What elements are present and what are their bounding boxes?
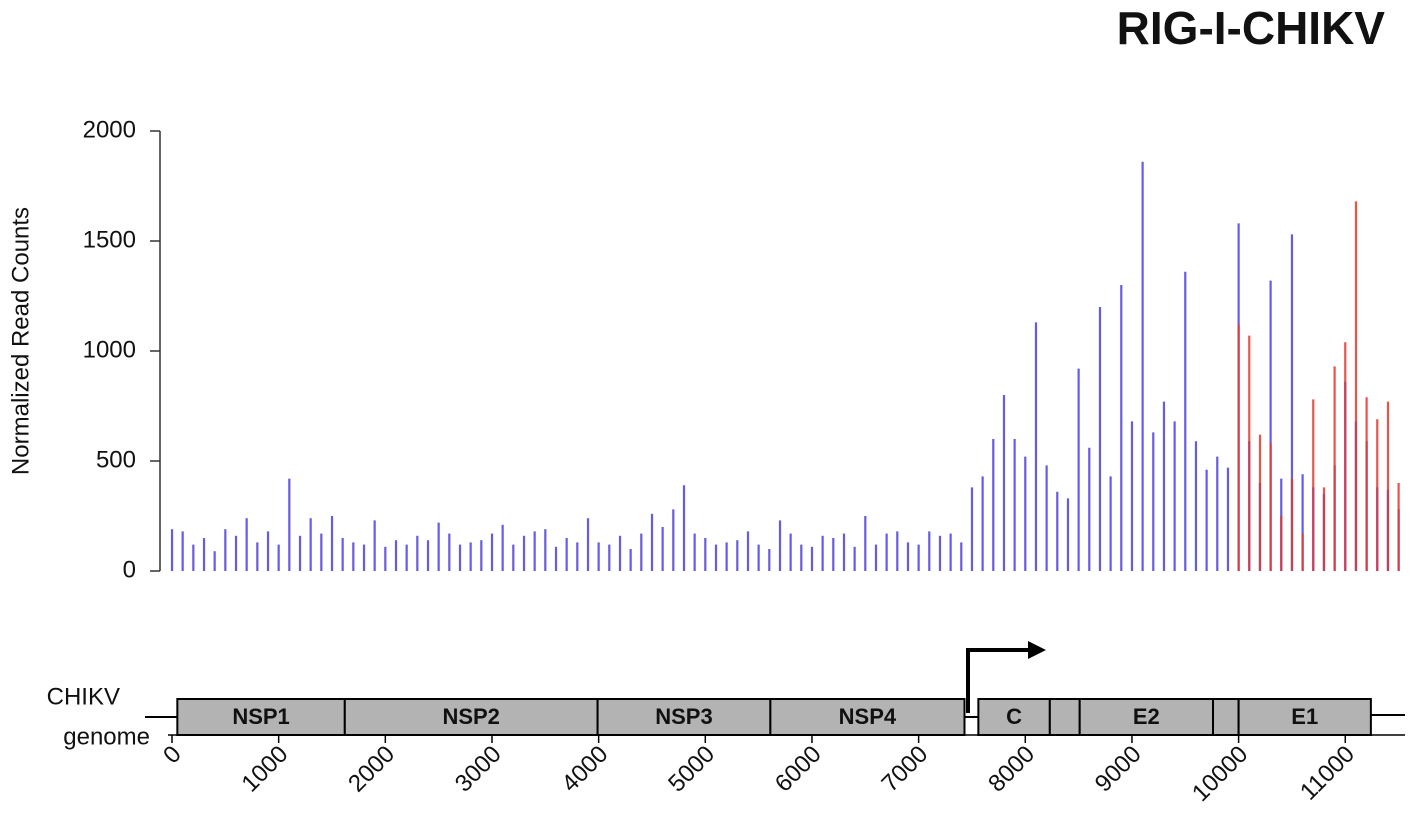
x-tick-label: 5000: [663, 741, 720, 798]
promoter-arrowhead: [1028, 641, 1046, 659]
x-tick-label: 3000: [450, 741, 507, 798]
x-tick-label: 7000: [877, 741, 934, 798]
x-tick-label: 0: [158, 741, 187, 770]
gene-box: [1237, 698, 1372, 736]
gene-label: NSP3: [655, 704, 712, 729]
gene-box: [977, 698, 1051, 736]
gene-label: NSP4: [839, 704, 897, 729]
gene-label: NSP2: [442, 704, 499, 729]
genome-label: genome: [63, 723, 150, 750]
gene-label: NSP1: [232, 704, 289, 729]
x-tick-label: 1000: [237, 741, 294, 798]
x-tick-label: 6000: [770, 741, 827, 798]
x-tick-label: 2000: [343, 741, 400, 798]
y-axis-label: Normalized Read Counts: [7, 207, 34, 475]
x-tick-label: 8000: [983, 741, 1040, 798]
promoter-arrow: [966, 648, 1030, 713]
x-tick-label: 9000: [1090, 741, 1147, 798]
gene-box: [1212, 698, 1240, 736]
chart-title: RIG-I-CHIKV: [1117, 2, 1386, 54]
genome-label: CHIKV: [47, 683, 120, 710]
gene-label: E2: [1133, 704, 1160, 729]
gene-label: C: [1006, 704, 1022, 729]
gene-box: [769, 698, 966, 736]
y-tick-label: 2000: [83, 116, 136, 143]
x-tick-label: 10000: [1187, 741, 1253, 807]
y-tick-label: 1000: [83, 336, 136, 363]
y-tick-label: 0: [123, 556, 136, 583]
gene-box: [1048, 698, 1081, 736]
x-tick-label: 4000: [557, 741, 614, 798]
y-tick-label: 1500: [83, 226, 136, 253]
y-tick-label: 500: [96, 446, 136, 473]
gene-box: [596, 698, 772, 736]
gene-box: [343, 698, 599, 736]
x-tick-label: 11000: [1295, 741, 1360, 806]
gene-label: E1: [1291, 704, 1318, 729]
